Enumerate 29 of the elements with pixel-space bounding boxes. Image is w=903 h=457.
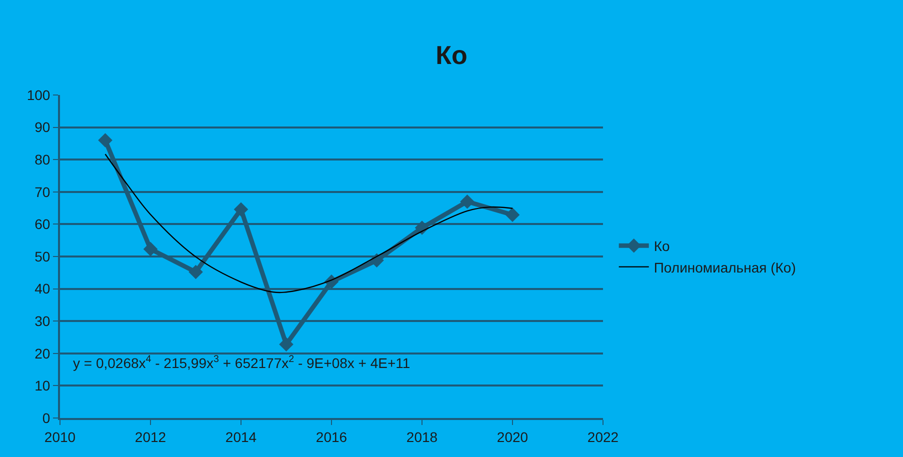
x-tick-label: 2016 [316, 428, 348, 445]
x-tick-label: 2012 [134, 428, 166, 445]
x-tick-label: 2022 [587, 428, 619, 445]
point [234, 202, 248, 216]
y-tick-label: 70 [34, 184, 50, 200]
legend-label: Ко [654, 238, 670, 254]
chart-title: Ко [436, 40, 468, 70]
point [98, 133, 112, 148]
x-tick-label: 2018 [406, 428, 438, 445]
x-tick-label: 2014 [225, 428, 257, 445]
y-tick-label: 30 [34, 313, 50, 329]
y-tick-label: 100 [26, 86, 50, 103]
y-tick-label: 50 [34, 248, 50, 264]
x-tick-label: 2020 [496, 428, 528, 445]
y-tick-label: 10 [34, 378, 50, 394]
point [279, 337, 294, 352]
point [188, 264, 203, 280]
y-tick-label: 80 [34, 152, 50, 168]
point [143, 242, 158, 256]
y-tick-label: 90 [34, 119, 50, 136]
point [460, 194, 474, 209]
x-tick-label: 2010 [44, 428, 76, 445]
annotation: y = 0,0268x$^{4}$ - 215,99x$^{3}$ + 652177x$^{2}$ - 9E+08x + 4E+11 [73, 354, 410, 371]
point [505, 208, 520, 222]
y-tick-label: 40 [34, 280, 50, 297]
y-tick-label: 0 [42, 410, 50, 426]
legend-label: Полиномиальная (Ко) [654, 259, 796, 276]
y-tick-label: 60 [34, 216, 50, 232]
y-tick-label: 20 [34, 345, 50, 362]
